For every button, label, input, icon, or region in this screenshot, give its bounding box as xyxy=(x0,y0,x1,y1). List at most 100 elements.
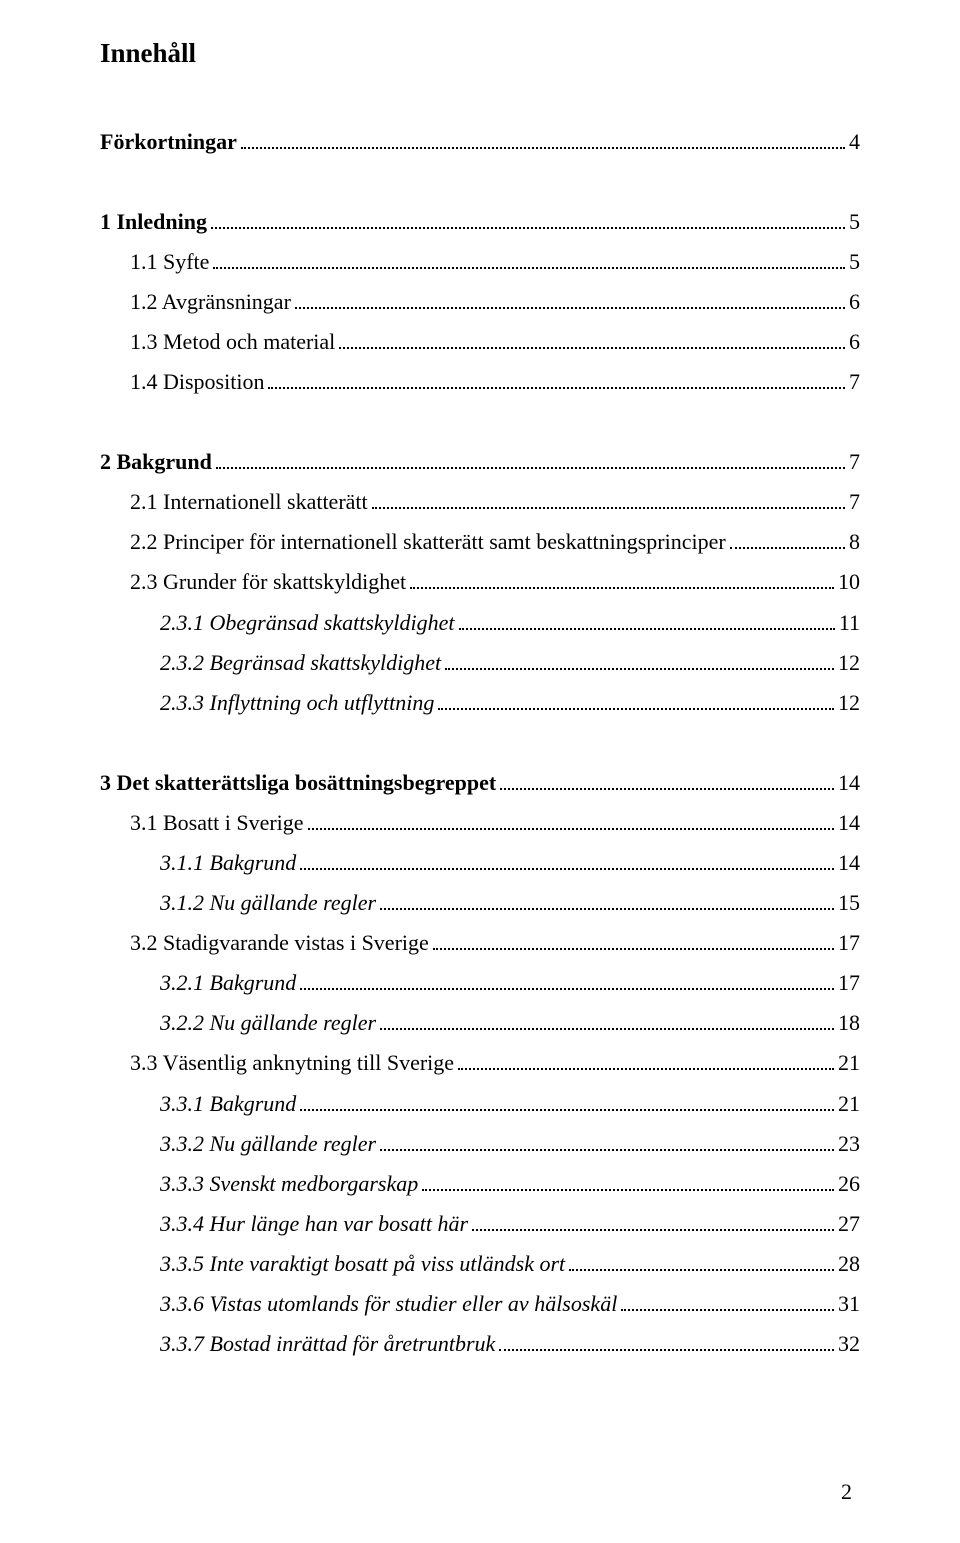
toc-entry-page: 14 xyxy=(838,812,860,834)
toc-leader-dots xyxy=(295,289,845,309)
toc-entry-page: 27 xyxy=(838,1213,860,1235)
toc-leader-dots xyxy=(410,570,834,590)
toc-entry: 3.2.2 Nu gällande regler 18 xyxy=(100,1011,860,1035)
toc-gap xyxy=(100,730,860,770)
toc-entry-label: 3.1.1 Bakgrund xyxy=(160,852,296,874)
toc-entry: 2.3.2 Begränsad skattskyldighet 12 xyxy=(100,650,860,674)
toc-leader-dots xyxy=(499,1332,834,1352)
toc-gap xyxy=(100,169,860,209)
toc-leader-dots xyxy=(241,129,845,149)
toc-leader-dots xyxy=(380,1011,834,1031)
toc-entry-label: 1.3 Metod och material xyxy=(130,331,335,353)
toc-entry: 3.1.1 Bakgrund 14 xyxy=(100,850,860,874)
toc-entry: 1.1 Syfte 5 xyxy=(100,249,860,273)
toc-entry-page: 12 xyxy=(838,652,860,674)
toc-entry: 3.3.4 Hur länge han var bosatt här 27 xyxy=(100,1211,860,1235)
toc-entry: 3.2 Stadigvarande vistas i Sverige 17 xyxy=(100,931,860,955)
toc-body: Förkortningar 4 1 Inledning 5 1.1 Syfte 5 1.2 … xyxy=(100,129,860,1355)
toc-leader-dots xyxy=(300,971,834,991)
toc-entry-page: 14 xyxy=(838,772,860,794)
toc-entry-label: 2.3.3 Inflyttning och utflyttning xyxy=(160,692,434,714)
toc-entry-page: 18 xyxy=(838,1012,860,1034)
toc-leader-dots xyxy=(300,850,834,870)
toc-leader-dots xyxy=(438,690,834,710)
toc-entry-label: 3.3.1 Bakgrund xyxy=(160,1093,296,1115)
toc-entry-label: 3.3.2 Nu gällande regler xyxy=(160,1133,376,1155)
toc-entry-label: 3.3.3 Svenskt medborgarskap xyxy=(160,1173,418,1195)
toc-entry-page: 23 xyxy=(838,1133,860,1155)
toc-entry-label: 2.2 Principer för internationell skatter… xyxy=(130,531,726,553)
toc-entry-label: 3 Det skatterättsliga bosättningsbegrepp… xyxy=(100,772,496,794)
toc-entry: 3 Det skatterättsliga bosättningsbegrepp… xyxy=(100,770,860,794)
toc-entry-page: 21 xyxy=(838,1093,860,1115)
toc-entry-page: 17 xyxy=(838,972,860,994)
toc-entry: 3.3.5 Inte varaktigt bosatt på viss utlä… xyxy=(100,1251,860,1275)
toc-entry: 3.3.3 Svenskt medborgarskap 26 xyxy=(100,1171,860,1195)
toc-leader-dots xyxy=(472,1211,834,1231)
toc-entry-page: 7 xyxy=(849,451,860,473)
page-number: 2 xyxy=(841,1479,852,1505)
toc-leader-dots xyxy=(730,530,845,550)
toc-entry-label: 2.1 Internationell skatterätt xyxy=(130,491,368,513)
toc-entry: 3.3 Väsentlig anknytning till Sverige21 xyxy=(100,1051,860,1075)
toc-entry: 3.3.6 Vistas utomlands för studier eller… xyxy=(100,1291,860,1315)
toc-entry-page: 17 xyxy=(838,932,860,954)
toc-entry-page: 7 xyxy=(849,491,860,513)
toc-entry-label: 3.3.4 Hur länge han var bosatt här xyxy=(160,1213,468,1235)
toc-entry-page: 8 xyxy=(849,531,860,553)
toc-leader-dots xyxy=(445,650,834,670)
toc-entry-label: Förkortningar xyxy=(100,131,237,153)
toc-leader-dots xyxy=(569,1251,834,1271)
toc-leader-dots xyxy=(216,450,845,470)
toc-entry-label: 3.1.2 Nu gällande regler xyxy=(160,892,376,914)
toc-entry-label: 3.2.2 Nu gällande regler xyxy=(160,1012,376,1034)
toc-entry-page: 5 xyxy=(849,251,860,273)
toc-leader-dots xyxy=(211,209,845,229)
toc-entry: 2.1 Internationell skatterätt 7 xyxy=(100,490,860,514)
toc-leader-dots xyxy=(422,1171,834,1191)
toc-entry-label: 3.3.6 Vistas utomlands för studier eller… xyxy=(160,1293,617,1315)
toc-entry-label: 2.3.2 Begränsad skattskyldighet xyxy=(160,652,441,674)
toc-leader-dots xyxy=(433,931,834,951)
toc-entry: 3.3.2 Nu gällande regler 23 xyxy=(100,1131,860,1155)
toc-entry-label: 2 Bakgrund xyxy=(100,451,212,473)
toc-entry: 3.3.1 Bakgrund 21 xyxy=(100,1091,860,1115)
toc-leader-dots xyxy=(308,810,834,830)
toc-title: Innehåll xyxy=(100,38,860,69)
toc-entry: 2.3 Grunder för skattskyldighet 10 xyxy=(100,570,860,594)
toc-entry-page: 4 xyxy=(849,131,860,153)
toc-entry: 2.3.1 Obegränsad skattskyldighet11 xyxy=(100,610,860,634)
toc-leader-dots xyxy=(339,329,845,349)
toc-entry: 3.2.1 Bakgrund17 xyxy=(100,971,860,995)
toc-entry-page: 14 xyxy=(838,852,860,874)
toc-leader-dots xyxy=(500,770,834,790)
page-container: Innehåll Förkortningar41 Inledning51.1 S… xyxy=(0,0,960,1543)
toc-entry: 1 Inledning 5 xyxy=(100,209,860,233)
toc-entry-label: 1.1 Syfte xyxy=(130,251,209,273)
toc-entry-page: 21 xyxy=(838,1052,860,1074)
toc-entry-label: 3.2 Stadigvarande vistas i Sverige xyxy=(130,932,429,954)
toc-leader-dots xyxy=(621,1291,834,1311)
toc-entry-page: 32 xyxy=(838,1333,860,1355)
toc-entry-page: 31 xyxy=(838,1293,860,1315)
toc-leader-dots xyxy=(459,610,835,630)
toc-gap xyxy=(100,410,860,450)
toc-entry-page: 10 xyxy=(838,571,860,593)
toc-leader-dots xyxy=(372,490,845,510)
toc-entry-page: 7 xyxy=(849,371,860,393)
toc-entry-page: 26 xyxy=(838,1173,860,1195)
toc-entry: 3.1 Bosatt i Sverige14 xyxy=(100,810,860,834)
toc-leader-dots xyxy=(300,1091,834,1111)
toc-entry-label: 1 Inledning xyxy=(100,211,207,233)
toc-entry-label: 2.3 Grunder för skattskyldighet xyxy=(130,571,406,593)
toc-entry-page: 12 xyxy=(838,692,860,714)
toc-leader-dots xyxy=(380,891,834,911)
toc-entry: 2.3.3 Inflyttning och utflyttning 12 xyxy=(100,690,860,714)
toc-entry-label: 1.2 Avgränsningar xyxy=(130,291,291,313)
toc-entry: 3.3.7 Bostad inrättad för åretruntbruk32 xyxy=(100,1332,860,1356)
toc-entry: 1.2 Avgränsningar6 xyxy=(100,289,860,313)
toc-entry-label: 3.3.5 Inte varaktigt bosatt på viss utlä… xyxy=(160,1253,565,1275)
toc-entry-page: 28 xyxy=(838,1253,860,1275)
toc-leader-dots xyxy=(213,249,845,269)
toc-entry-page: 5 xyxy=(849,211,860,233)
